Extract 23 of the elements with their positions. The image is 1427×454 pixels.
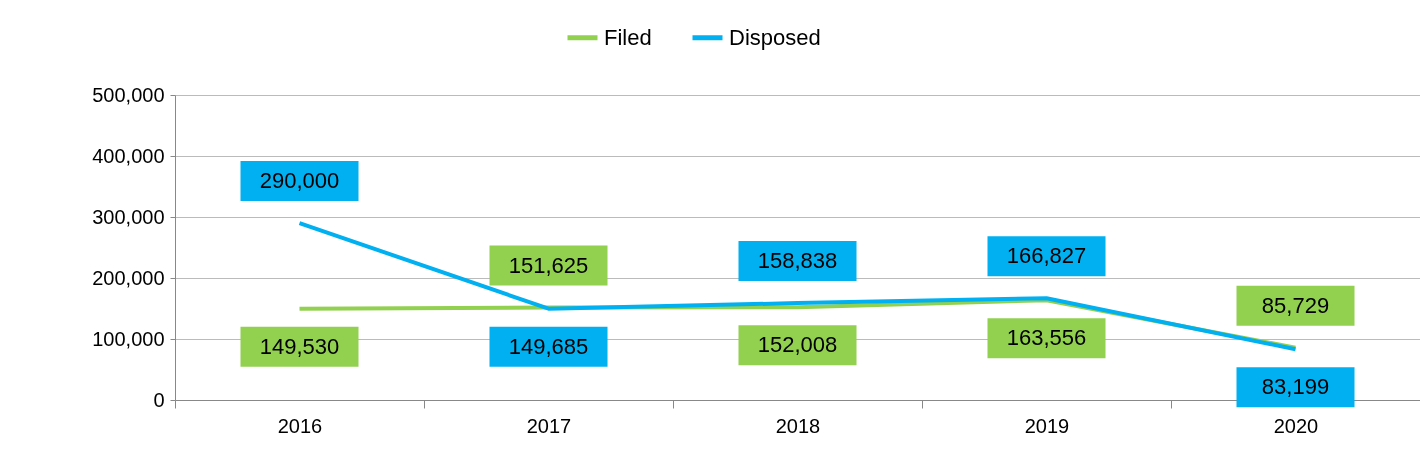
x-tick-label: 2016 xyxy=(277,414,323,437)
data-label: 83,199 xyxy=(1261,374,1330,400)
data-label: 166,827 xyxy=(1006,243,1087,269)
data-label: 149,685 xyxy=(508,333,589,359)
data-label: 151,625 xyxy=(508,252,589,278)
data-label: 85,729 xyxy=(1261,292,1330,318)
y-tick-label: 500,000 xyxy=(92,83,165,106)
data-label: 290,000 xyxy=(259,168,340,194)
y-tick-label: 0 xyxy=(153,388,165,411)
y-tick-label: 300,000 xyxy=(92,205,165,228)
legend-label: Disposed xyxy=(729,24,821,50)
y-tick-label: 200,000 xyxy=(92,266,165,289)
x-tick-label: 2017 xyxy=(526,414,572,437)
data-label: 152,008 xyxy=(757,332,838,358)
y-tick-label: 400,000 xyxy=(92,144,165,167)
data-label: 163,556 xyxy=(1006,325,1087,351)
data-label: 149,530 xyxy=(259,333,340,359)
data-label: 158,838 xyxy=(757,248,838,274)
y-tick-label: 100,000 xyxy=(92,327,165,350)
legend-label: Filed xyxy=(604,24,652,50)
x-tick-label: 2020 xyxy=(1273,414,1319,437)
x-tick-label: 2019 xyxy=(1024,414,1070,437)
x-tick-label: 2018 xyxy=(775,414,821,437)
